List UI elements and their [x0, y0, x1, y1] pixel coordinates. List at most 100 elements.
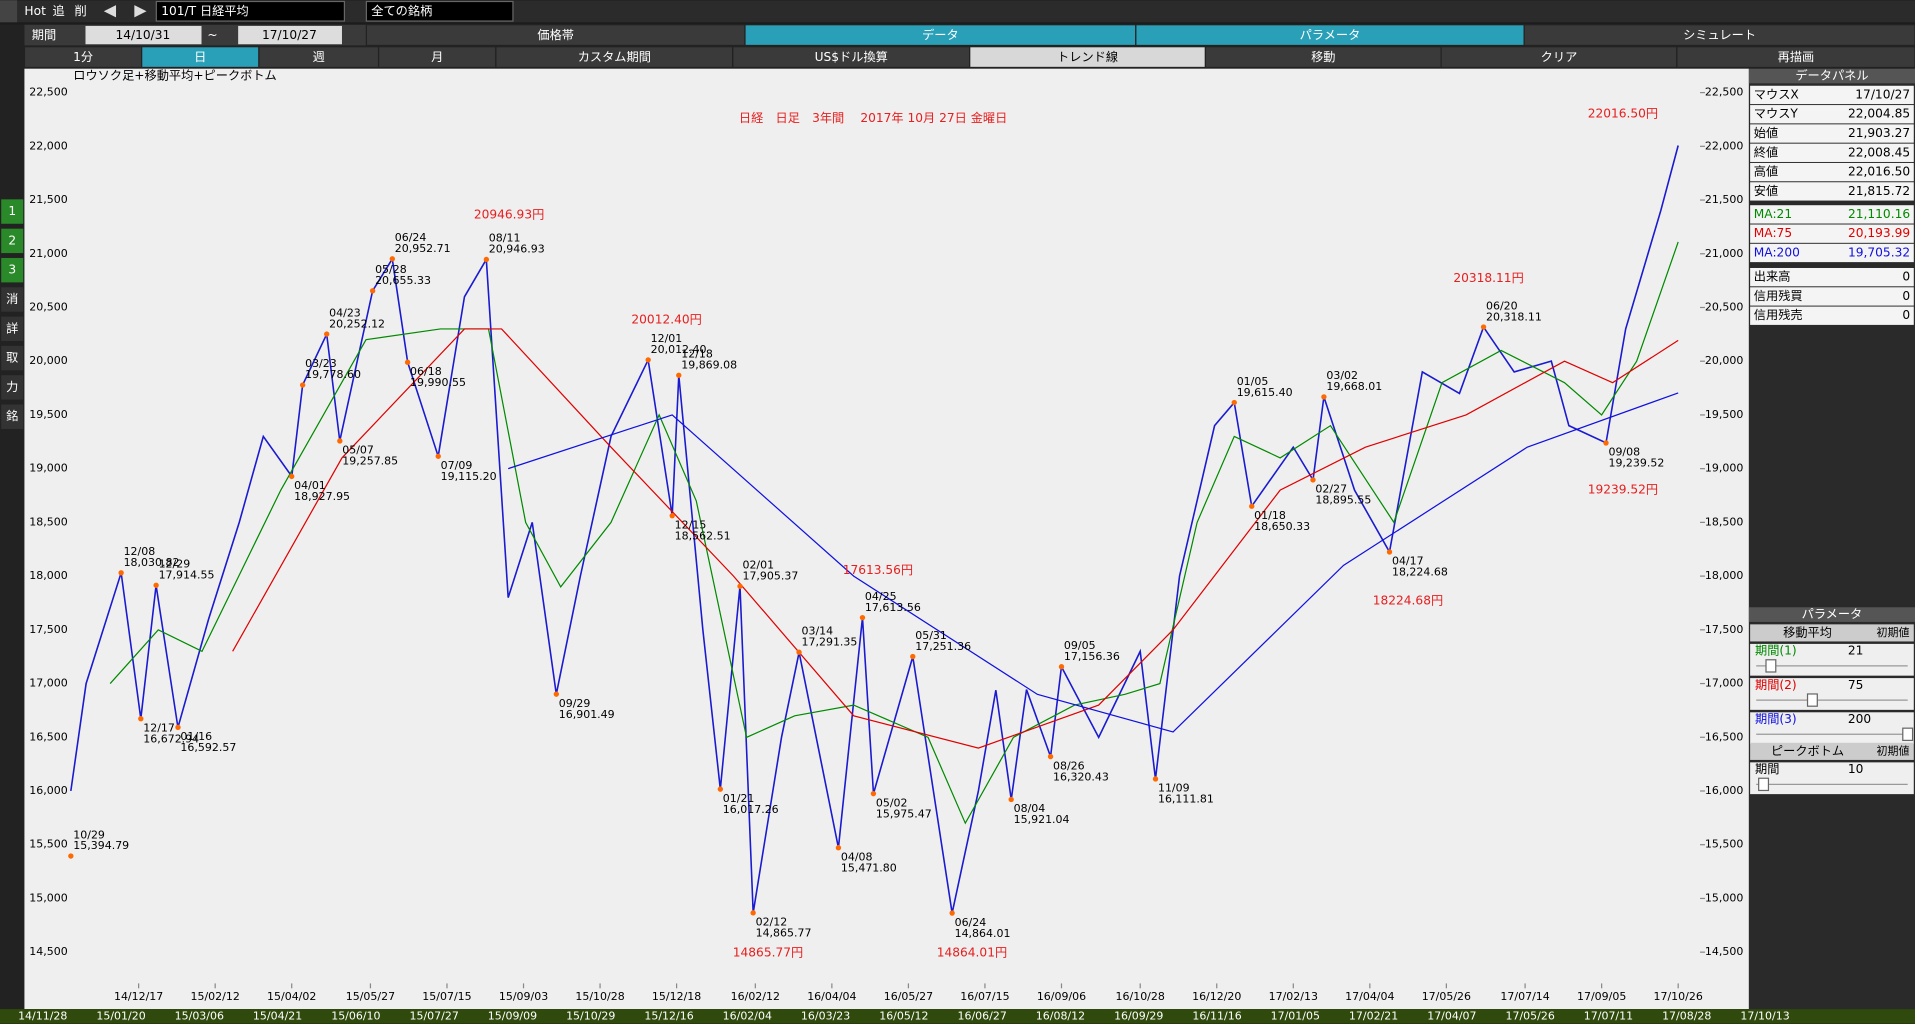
y-tick-label-right: 18,500 — [1705, 515, 1743, 528]
toolbar-button-label: クリア — [1541, 50, 1578, 64]
data-row-label: 信用残買 — [1754, 289, 1803, 303]
data-row-label: MA:21 — [1754, 207, 1792, 221]
delete-button[interactable]: 削 — [74, 4, 86, 18]
tilde: ~ — [207, 28, 217, 42]
x-tick-label: 16/07/15 — [960, 990, 1009, 1003]
y-tick-label: 17,000 — [29, 677, 67, 690]
peak-marker — [553, 691, 560, 697]
peak-date: 08/04 — [1014, 802, 1046, 815]
annotation: 19239.52円 — [1588, 483, 1658, 497]
data-row-label: 高値 — [1754, 164, 1778, 179]
peak-marker — [1008, 796, 1014, 803]
toolbar-button-label: トレンド線 — [1057, 49, 1118, 64]
slider-knob[interactable] — [1758, 777, 1770, 792]
strip-date: 15/09/09 — [488, 1009, 537, 1022]
chart-panel — [24, 68, 1749, 1010]
peak-marker — [1603, 440, 1609, 446]
tab[interactable] — [1523, 24, 1915, 47]
param-section-label: 移動平均 — [1783, 625, 1832, 639]
strip-date: 14/11/28 — [18, 1009, 67, 1022]
peak-value: 18,030.82 — [124, 556, 180, 569]
peak-value: 15,975.47 — [876, 807, 932, 820]
peak-value: 19,778.60 — [305, 368, 361, 381]
sidebar-icon[interactable] — [1, 345, 24, 371]
sidebar-icon[interactable] — [1, 404, 24, 429]
strip-date: 17/08/28 — [1662, 1009, 1711, 1022]
peak-marker — [1321, 394, 1327, 400]
peak-date: 06/20 — [1486, 299, 1518, 312]
add-button[interactable]: 追 — [53, 3, 65, 18]
peak-date: 10/29 — [73, 828, 105, 841]
toolbar-button[interactable] — [1676, 46, 1915, 69]
peak-value: 19,990.55 — [410, 376, 466, 389]
reset-button[interactable]: 初期値 — [1877, 625, 1910, 639]
nav-arrows[interactable] — [103, 5, 147, 18]
param-label: 期間(3) — [1755, 712, 1797, 726]
peak-date: 02/01 — [742, 559, 774, 572]
peak-date: 03/23 — [305, 357, 337, 370]
y-tick-label: 21,500 — [29, 193, 67, 206]
to-box[interactable] — [238, 25, 342, 45]
peak-marker — [337, 438, 343, 444]
y-tick-label-right: 15,000 — [1705, 891, 1743, 904]
from-box[interactable] — [85, 25, 202, 45]
data-row — [1750, 306, 1914, 325]
sidebar-icon[interactable] — [1, 316, 24, 342]
data-row — [1750, 267, 1914, 287]
data-row — [1750, 205, 1914, 224]
sidebar-icon[interactable] — [1, 375, 24, 400]
peak-marker — [1047, 753, 1054, 760]
y-tick-label: 15,000 — [29, 891, 67, 904]
peak-marker — [676, 372, 682, 378]
peak-value: 17,251.36 — [915, 640, 971, 653]
sidebar-icon[interactable] — [1, 199, 24, 224]
data-row-label: 始値 — [1754, 125, 1778, 140]
peak-value: 16,672.94 — [143, 732, 199, 745]
peak-marker — [404, 359, 411, 365]
toolbar-button-label: 1分 — [73, 50, 93, 64]
param-value: 21 — [1848, 644, 1864, 658]
peak-date: 03/14 — [802, 624, 834, 637]
param-section — [1750, 742, 1914, 760]
sidebar-icon[interactable] — [1, 228, 24, 254]
strip-date: 17/01/05 — [1271, 1009, 1320, 1022]
data-row-value: 22,016.50 — [1848, 165, 1910, 179]
sidebar-icon[interactable] — [1, 257, 24, 283]
symbol-box[interactable] — [155, 0, 346, 22]
toolbar-button-label: 移動 — [1311, 50, 1335, 64]
y-tick-label-right: 22,000 — [1705, 139, 1743, 152]
reset-button[interactable]: 初期値 — [1877, 743, 1910, 757]
data-row-label: 出来高 — [1754, 269, 1791, 284]
param-header — [1748, 607, 1915, 622]
y-tick-label: 19,500 — [29, 408, 67, 421]
slider-knob[interactable] — [1902, 727, 1914, 741]
y-tick-label: 18,500 — [29, 515, 67, 528]
strip-date: 16/02/04 — [723, 1009, 772, 1022]
y-tick-label-right: 20,500 — [1705, 300, 1743, 313]
peak-date: 02/27 — [1315, 483, 1347, 496]
param-section-label: ピークボトム — [1771, 744, 1844, 758]
param-row — [1750, 678, 1914, 710]
peak-value: 15,921.04 — [1014, 813, 1070, 826]
peak-value: 18,650.33 — [1254, 520, 1310, 533]
x-tick-label: 15/12/18 — [652, 990, 701, 1003]
data-row — [1750, 105, 1914, 124]
peak-value: 20,318.11 — [1486, 310, 1542, 323]
toolbar-button-label: US$ドル換算 — [815, 49, 888, 64]
hot-button[interactable]: Hot — [24, 4, 46, 18]
strip-date: 16/08/12 — [1036, 1009, 1085, 1022]
data-row — [1750, 182, 1914, 201]
peak-date: 01/16 — [180, 730, 212, 743]
y-tick-label-right: 17,500 — [1705, 623, 1743, 636]
universe-box[interactable] — [365, 0, 514, 22]
slider-knob[interactable] — [1806, 693, 1818, 707]
peak-date: 05/07 — [342, 444, 374, 457]
sidebar-icon[interactable] — [1, 287, 24, 312]
peak-value: 19,115.20 — [441, 470, 497, 483]
strip-date: 16/05/12 — [879, 1009, 928, 1022]
toolbar-button-label: 週 — [313, 50, 325, 64]
chart-subtitle: ロウソク足+移動平均+ピークボトム — [73, 68, 277, 82]
strip-date: 17/04/07 — [1427, 1009, 1476, 1022]
slider-knob[interactable] — [1765, 659, 1777, 673]
y-tick-label: 21,000 — [29, 247, 67, 260]
